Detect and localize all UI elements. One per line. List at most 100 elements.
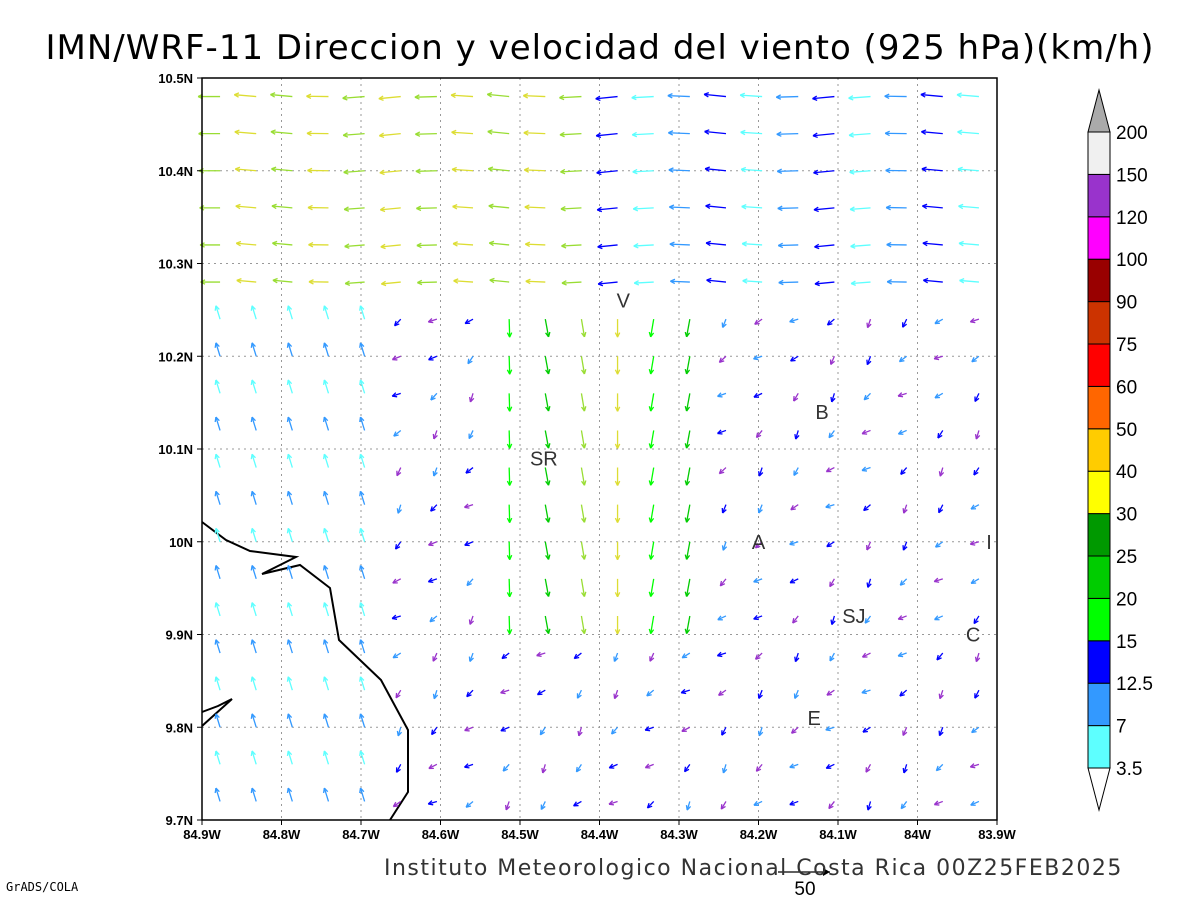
wind-vector — [920, 93, 943, 98]
wind-vector — [791, 726, 799, 734]
wind-vector — [902, 318, 908, 328]
wind-vector-head — [648, 480, 655, 486]
wind-vector — [235, 168, 257, 172]
wind-vector-head — [428, 355, 434, 361]
wind-vector — [718, 467, 727, 475]
wind-vector — [685, 578, 691, 597]
wind-vector-head — [359, 379, 365, 386]
wind-vector — [580, 393, 586, 412]
wind-vector — [359, 602, 366, 617]
wind-vector-head — [683, 766, 690, 773]
wind-vector-head — [465, 468, 471, 474]
wind-vector-head — [684, 368, 691, 375]
wind-vector-head — [705, 240, 711, 247]
wind-vector — [633, 207, 654, 210]
wind-vector — [685, 393, 691, 412]
wind-vector — [215, 379, 221, 394]
wind-vector — [433, 689, 438, 699]
wind-vector-head — [395, 692, 401, 699]
wind-vector — [970, 800, 980, 806]
wind-vector-head — [644, 726, 651, 732]
wind-vector — [392, 355, 401, 361]
wind-vector-head — [214, 750, 220, 757]
wind-vector-head — [250, 713, 256, 719]
wind-vector — [215, 750, 221, 765]
wind-vector-head — [214, 602, 220, 608]
wind-vector — [287, 787, 293, 802]
wind-vector-head — [812, 95, 818, 102]
wind-vector — [758, 467, 763, 477]
lat-tick-label: 9.7N — [166, 813, 193, 828]
wind-vector-head — [451, 166, 457, 173]
wind-vector — [469, 652, 474, 662]
wind-vector-head — [286, 379, 293, 386]
wind-vectors — [197, 92, 981, 811]
wind-vector-head — [684, 517, 691, 523]
wind-vector — [685, 615, 691, 634]
wind-vector — [866, 318, 872, 328]
wind-vector — [236, 279, 257, 283]
wind-vector-head — [523, 93, 529, 99]
city-label-a: A — [752, 532, 766, 554]
wind-vector-head — [958, 203, 964, 210]
wind-vector-head — [648, 331, 655, 338]
wind-vector — [825, 726, 835, 731]
wind-vector-head — [970, 504, 977, 510]
wind-vector-head — [613, 656, 619, 662]
wind-vector-head — [540, 804, 546, 811]
wind-vector — [597, 244, 618, 248]
wind-vector-head — [524, 204, 530, 210]
wind-vector-head — [958, 240, 964, 247]
wind-vector-head — [614, 332, 621, 338]
wind-vector-head — [488, 203, 494, 209]
wind-vector-head — [250, 305, 256, 311]
city-label-sr: SR — [530, 448, 558, 470]
wind-vector-head — [670, 278, 676, 285]
wind-vector-head — [681, 727, 687, 733]
wind-vector-head — [322, 379, 329, 386]
wind-vector — [644, 726, 654, 731]
wind-vector-head — [789, 800, 795, 806]
wind-vector-head — [899, 580, 906, 586]
wind-vector — [359, 750, 366, 765]
wind-vector-head — [739, 92, 746, 99]
city-label-i: I — [986, 532, 992, 554]
wind-vector — [862, 652, 871, 658]
wind-vector-head — [866, 359, 872, 366]
wind-vector — [560, 170, 582, 173]
wind-vector — [542, 764, 546, 774]
wind-vector — [489, 242, 510, 246]
wind-vector-head — [789, 763, 795, 769]
wind-vector — [287, 416, 293, 431]
wind-vector-head — [308, 241, 314, 248]
wind-vector-head — [506, 406, 513, 412]
wind-vector — [342, 95, 365, 99]
wind-vector — [489, 279, 510, 283]
wind-vector — [287, 453, 293, 468]
wind-vector-head — [431, 729, 437, 736]
wind-vector — [215, 565, 221, 580]
wind-vector — [500, 689, 510, 694]
wind-vector-head — [250, 750, 256, 757]
wind-vector-head — [214, 713, 220, 719]
wind-vector — [359, 416, 366, 431]
wind-vector — [753, 392, 763, 398]
colorbar-label: 50 — [1116, 420, 1137, 441]
wind-vector — [934, 800, 944, 806]
wind-vector-head — [380, 243, 386, 250]
wind-vector — [359, 787, 366, 802]
colorbar-label: 30 — [1116, 505, 1137, 526]
wind-vector-head — [974, 396, 980, 402]
wind-vector-head — [344, 280, 351, 286]
wind-vector-head — [957, 166, 963, 173]
wind-vector — [359, 453, 366, 468]
wind-vector-head — [286, 453, 293, 460]
wind-vector — [469, 393, 474, 403]
wind-vector — [396, 467, 402, 477]
wind-vector — [755, 430, 763, 438]
wind-vector-head — [581, 554, 587, 560]
wind-vector — [272, 242, 293, 246]
colorbar-segment — [1087, 555, 1111, 599]
wind-vector-head — [464, 726, 470, 732]
wind-vector — [742, 243, 763, 246]
